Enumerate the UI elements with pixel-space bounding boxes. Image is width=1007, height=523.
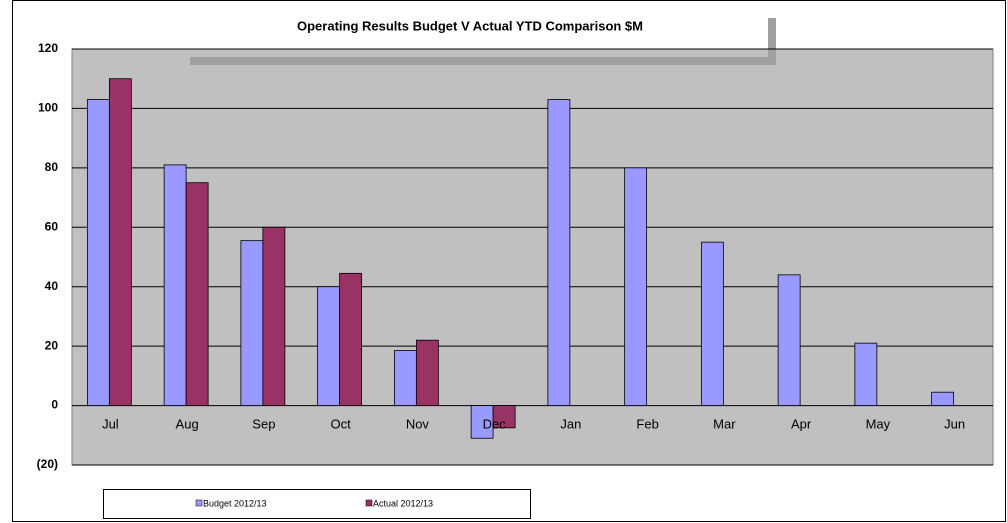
x-tick-label: Nov xyxy=(406,416,430,431)
y-tick-label: 120 xyxy=(38,41,58,55)
x-tick-label: Mar xyxy=(713,416,736,431)
legend-label: Budget 2012/13 xyxy=(203,498,267,508)
x-tick-label: Oct xyxy=(331,416,352,431)
y-tick-label: 20 xyxy=(45,338,59,352)
x-tick-label: Jun xyxy=(944,416,965,431)
legend-swatch xyxy=(365,499,373,507)
bar xyxy=(624,167,648,406)
decoration xyxy=(190,18,776,65)
x-tick-label: Aug xyxy=(176,416,199,431)
y-tick-label: 0 xyxy=(51,398,58,412)
bar xyxy=(492,405,516,429)
x-tick-label: Sep xyxy=(252,416,275,431)
bar xyxy=(339,272,363,406)
bar xyxy=(240,240,264,406)
x-tick-label: Feb xyxy=(636,416,658,431)
bar xyxy=(86,99,110,406)
y-tick-label: (20) xyxy=(37,457,58,471)
y-tick-label: 80 xyxy=(45,160,59,174)
bar xyxy=(931,391,955,406)
y-tick-label: 100 xyxy=(38,101,58,115)
legend-label: Actual 2012/13 xyxy=(373,498,433,508)
bar xyxy=(393,350,417,406)
bar xyxy=(108,78,132,406)
legend-swatch xyxy=(195,499,203,507)
x-tick-label: Jul xyxy=(102,416,119,431)
plot-area xyxy=(71,48,994,466)
chart-title: Operating Results Budget V Actual YTD Co… xyxy=(297,18,643,33)
bar xyxy=(854,342,878,406)
x-tick-label: Dec xyxy=(483,416,507,431)
x-tick-label: May xyxy=(866,416,891,431)
bar xyxy=(185,182,209,406)
bar xyxy=(547,99,571,406)
x-tick-label: Jan xyxy=(560,416,581,431)
y-tick-label: 40 xyxy=(45,279,59,293)
bar xyxy=(262,226,286,406)
bar xyxy=(700,241,724,406)
bar xyxy=(777,274,801,406)
y-tick-label: 60 xyxy=(45,219,59,233)
x-tick-label: Apr xyxy=(791,416,812,431)
legend xyxy=(103,489,531,519)
bar xyxy=(415,339,439,406)
bar xyxy=(163,164,187,406)
bar xyxy=(317,286,341,406)
